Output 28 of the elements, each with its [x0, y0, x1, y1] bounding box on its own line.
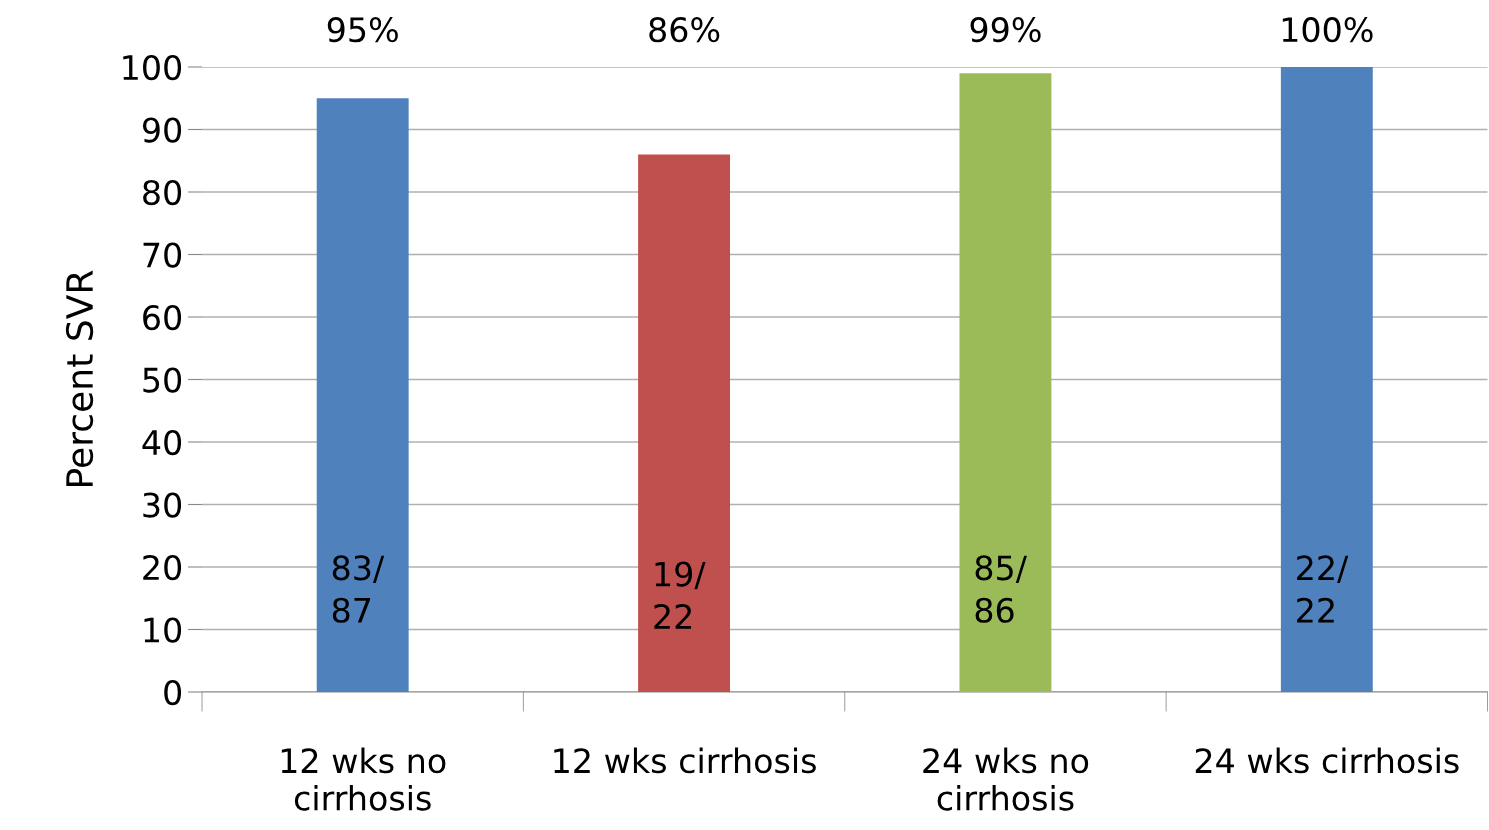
y-tick-label: 100 — [123, 54, 182, 81]
y-tick-label: 30 — [143, 492, 182, 518]
text: 100% — [1282, 17, 1373, 43]
annotation: 83/ 87 — [332, 555, 385, 623]
bar — [1280, 67, 1373, 692]
y-tick-label: 80 — [143, 179, 182, 206]
y-tick-label: 10 — [144, 617, 182, 643]
bar — [638, 154, 731, 692]
bar — [959, 73, 1052, 692]
y-tick-label: 0 — [164, 679, 182, 706]
y-tick-label: 70 — [143, 242, 182, 268]
x-tick-label: 12 wks cirrhosis — [554, 747, 816, 774]
x-tick-label: 12 wks no cirrhosis — [281, 747, 446, 811]
text: 99% — [970, 17, 1041, 43]
x-tick-label: 24 wks cirrhosis — [1195, 747, 1459, 774]
y-tick-label: 90 — [142, 117, 182, 143]
text: 95% — [327, 17, 398, 43]
bar — [316, 98, 409, 692]
y-axis-title: Percent SVR — [65, 270, 94, 486]
y-tick-label: 20 — [143, 554, 182, 581]
annotation: 22/ 22 — [1297, 555, 1349, 623]
annotation: 19/ 22 — [654, 561, 706, 629]
text: 86% — [649, 17, 720, 43]
x-tick-label: 24 wks no cirrhosis — [923, 747, 1089, 811]
y-tick-label: 60 — [143, 304, 182, 331]
y-tick-label: 50 — [143, 367, 182, 393]
annotation: 85/ 86 — [975, 555, 1027, 623]
y-tick-label: 40 — [142, 429, 182, 456]
